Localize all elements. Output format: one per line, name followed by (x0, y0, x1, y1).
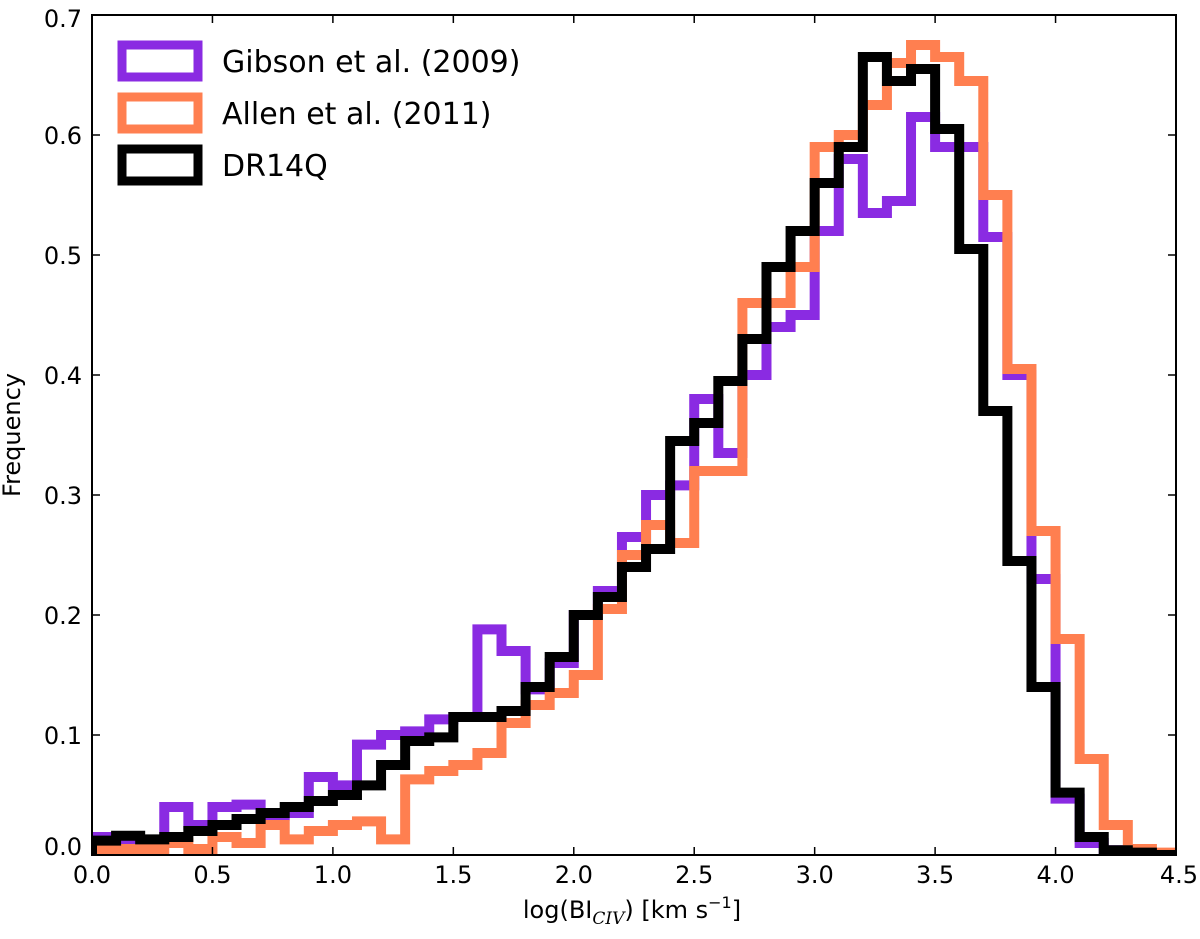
x-tick-label: 2.5 (675, 861, 713, 889)
y-tick-label: 0.0 (44, 833, 82, 861)
legend-swatch-gibson-et-al-2009 (117, 40, 203, 82)
x-tick-label: 0.0 (73, 861, 111, 889)
y-tick-label: 0.5 (44, 242, 82, 270)
x-tick-label: 4.0 (1036, 861, 1074, 889)
ticks-group: 0.0 0.5 1.0 1.5 2.0 2.5 3.0 3.5 4.0 4.5 0.0 0.1 0.2 0… (44, 5, 1198, 889)
legend-swatch-allen-et-al-2011 (117, 92, 203, 134)
y-tick-label: 0.6 (44, 122, 82, 150)
y-tick-label: 0.7 (44, 5, 82, 33)
y-tick-label: 0.3 (44, 482, 82, 510)
x-tick-label: 2.0 (555, 861, 593, 889)
series-group (92, 40, 1176, 855)
x-tick-label: 3.0 (796, 861, 834, 889)
legend: Gibson et al. (2009) Allen et al. (2011) D… (117, 40, 520, 186)
x-tick-label: 0.5 (193, 861, 231, 889)
legend-swatch-dr14q (117, 144, 203, 186)
x-axis-label: log(BICIV) [km s−1] (523, 893, 741, 929)
y-tick-label: 0.2 (44, 602, 82, 630)
legend-label-gibson-et-al-2009: Gibson et al. (2009) (222, 45, 520, 80)
series-line-dr14q (92, 52, 1176, 855)
legend-label-allen-et-al-2011: Allen et al. (2011) (222, 97, 492, 132)
plot-area: 0.0 0.5 1.0 1.5 2.0 2.5 3.0 3.5 4.0 4.5 0.0 0.1 0.2 0… (44, 5, 1198, 889)
legend-label-dr14q: DR14Q (222, 149, 328, 184)
series-line-gibson-et-al-2009 (92, 112, 1176, 855)
y-tick-label: 0.4 (44, 362, 82, 390)
x-tick-label: 4.5 (1160, 861, 1198, 889)
y-tick-label: 0.1 (44, 722, 82, 750)
x-tick-label: 3.5 (916, 861, 954, 889)
x-tick-label: 1.5 (434, 861, 472, 889)
y-axis-label: Frequency (0, 373, 26, 497)
axes-frame (91, 14, 1177, 856)
x-tick-label: 1.0 (314, 861, 352, 889)
series-line-allen-et-al-2011 (92, 40, 1176, 855)
